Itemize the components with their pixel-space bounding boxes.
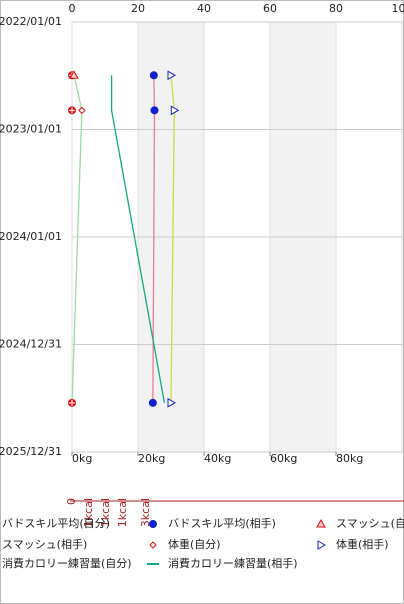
- legend-label: バドスキル平均(相手): [168, 516, 276, 530]
- x-tick-label: 40kg: [204, 452, 231, 465]
- data-point: [167, 70, 177, 81]
- x-top-tick-label: 80: [329, 2, 343, 15]
- legend-marker: [316, 518, 326, 528]
- x-tick-label: 60kg: [270, 452, 297, 465]
- x-top-tick-label: 0: [69, 2, 76, 15]
- x-top-tick-label: 60: [263, 2, 277, 15]
- x-tick-label: 80kg: [336, 452, 363, 465]
- x-top-tick-label: 100: [392, 2, 404, 15]
- x-tick-label: 0kg: [72, 452, 92, 465]
- legend-label: バドスキル平均(自分): [2, 517, 110, 530]
- data-point: [150, 106, 159, 115]
- y-tick-label: 2024/01/01: [0, 230, 62, 243]
- data-point: [167, 397, 177, 408]
- legend-label: 体重(相手): [336, 537, 389, 551]
- x-top-tick-label: 40: [197, 2, 211, 15]
- y-tick-label: 2023/01/01: [0, 123, 62, 136]
- series-line: [110, 75, 166, 403]
- data-point: [78, 106, 86, 115]
- data-point: [68, 398, 76, 407]
- data-point: [69, 70, 79, 79]
- x-tick-label: 20kg: [138, 452, 165, 465]
- y-tick-label: 2024/12/31: [0, 338, 62, 351]
- legend-marker: [317, 540, 327, 550]
- data-point: [148, 398, 157, 407]
- legend-label: スマッシュ(自分): [336, 517, 404, 530]
- y-tick-label: 2022/01/01: [0, 15, 62, 28]
- legend-label: 体重(自分): [168, 537, 221, 551]
- data-point: [68, 106, 76, 115]
- legend-label: スマッシュ(相手): [2, 537, 87, 551]
- x2-tick-label: 1kcal: [82, 498, 95, 527]
- legend-marker: [149, 541, 157, 549]
- x2-tick-label: 1kcal: [99, 498, 112, 527]
- marker-part: [69, 399, 75, 406]
- y-tick-label: 2025/12/31: [0, 445, 62, 458]
- legend-marker: [149, 520, 157, 528]
- x2-tick-label: 1kcal: [116, 498, 129, 527]
- legend-label: 消費カロリー練習量(自分): [2, 556, 132, 570]
- legend-label: 消費カロリー練習量(相手): [168, 556, 298, 570]
- data-point: [170, 105, 180, 116]
- x-top-tick-label: 20: [131, 2, 145, 15]
- data-point: [149, 71, 158, 80]
- x2-tick-label: 3kcal: [139, 498, 152, 527]
- marker-part: [69, 107, 75, 114]
